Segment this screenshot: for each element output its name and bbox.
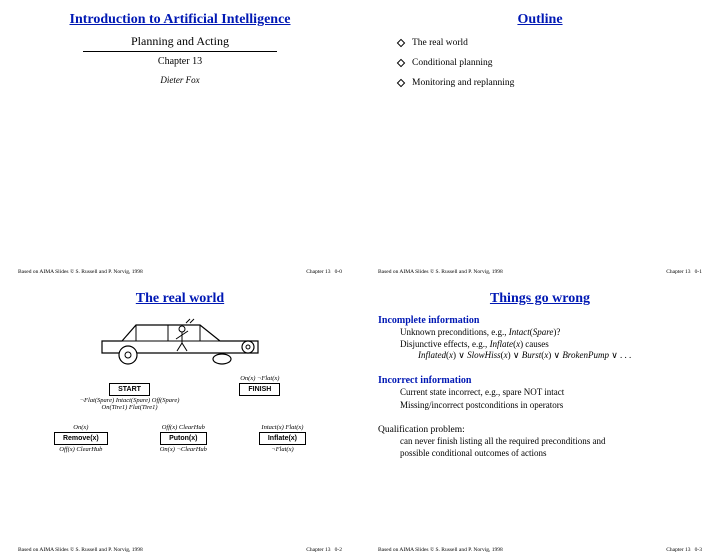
footer-right: 0-2 bbox=[335, 547, 342, 553]
section-line-sub: Inflated(x) ∨ SlowHiss(x) ∨ Burst(x) ∨ B… bbox=[418, 350, 702, 361]
section-line: Missing/incorrect postconditions in oper… bbox=[400, 400, 702, 411]
list-item: Conditional planning bbox=[398, 58, 702, 68]
section-head-qual: Qualification problem: bbox=[378, 425, 702, 435]
page-title: Introduction to Artificial Intelligence bbox=[18, 12, 342, 28]
page-title: Things go wrong bbox=[378, 291, 702, 307]
list-item-label: Monitoring and replanning bbox=[412, 78, 514, 88]
op-box: Puton(x) bbox=[160, 432, 206, 446]
page-title: Outline bbox=[378, 12, 702, 28]
slide-things-go-wrong: Things go wrong Incomplete information U… bbox=[360, 279, 720, 557]
start-block: START ¬Flat(Spare) Intact(Spare) Off(Spa… bbox=[80, 375, 180, 412]
list-item: Monitoring and replanning bbox=[398, 78, 702, 88]
footer-right: 0-1 bbox=[695, 269, 702, 275]
section-line: can never finish listing all the require… bbox=[400, 436, 702, 447]
list-item-label: The real world bbox=[412, 38, 468, 48]
diamond-icon bbox=[397, 59, 405, 67]
section-line: Current state incorrect, e.g., spare NOT… bbox=[400, 387, 702, 398]
finish-above: On(x) ¬Flat(x) bbox=[240, 375, 279, 382]
subtitle: Planning and Acting bbox=[83, 34, 277, 52]
slide-footer: Based on AIMA Slides © S. Russell and P.… bbox=[18, 547, 342, 553]
start-finish-row: START ¬Flat(Spare) Intact(Spare) Off(Spa… bbox=[18, 375, 342, 412]
section-line: Unknown preconditions, e.g., Intact(Spar… bbox=[400, 327, 702, 338]
op-block: On(x) Remove(x) Off(x) ClearHub bbox=[54, 424, 108, 454]
slide-real-world: The real world START ¬Flat(Spare) Intact… bbox=[0, 279, 360, 557]
slide-footer: Based on AIMA Slides © S. Russell and P.… bbox=[18, 269, 342, 275]
footer-mid: Chapter 13 bbox=[666, 547, 690, 553]
section-line: Disjunctive effects, e.g., Inflate(x) ca… bbox=[400, 339, 702, 350]
footer-right: 0-0 bbox=[335, 269, 342, 275]
slide-title-page: Introduction to Artificial Intelligence … bbox=[0, 0, 360, 279]
op-pre: Intact(x) Flat(x) bbox=[261, 424, 303, 431]
footer-left: Based on AIMA Slides © S. Russell and P.… bbox=[18, 269, 143, 275]
page-title: The real world bbox=[18, 291, 342, 307]
car-diagram bbox=[90, 313, 270, 367]
finish-block: On(x) ¬Flat(x) FINISH bbox=[239, 375, 280, 412]
op-box: Inflate(x) bbox=[259, 432, 306, 446]
footer-left: Based on AIMA Slides © S. Russell and P.… bbox=[378, 547, 503, 553]
footer-mid: Chapter 13 bbox=[666, 269, 690, 275]
footer-right: 0-3 bbox=[695, 547, 702, 553]
op-block: Off(x) ClearHub Puton(x) On(x) ¬ClearHub bbox=[160, 424, 207, 454]
diamond-icon bbox=[397, 39, 405, 47]
footer-mid: Chapter 13 bbox=[306, 269, 330, 275]
op-post: On(x) ¬ClearHub bbox=[160, 446, 207, 453]
op-box: Remove(x) bbox=[54, 432, 108, 446]
author-label: Dieter Fox bbox=[18, 75, 342, 85]
footer-mid: Chapter 13 bbox=[306, 547, 330, 553]
op-pre: On(x) bbox=[73, 424, 88, 431]
slide-footer: Based on AIMA Slides © S. Russell and P.… bbox=[378, 269, 702, 275]
op-pre: Off(x) ClearHub bbox=[162, 424, 205, 431]
op-post: ¬Flat(x) bbox=[271, 446, 293, 453]
list-item-label: Conditional planning bbox=[412, 58, 492, 68]
section-head-incomplete: Incomplete information bbox=[378, 315, 702, 326]
section-line: possible conditional outcomes of actions bbox=[400, 448, 702, 459]
start-box: START bbox=[109, 383, 150, 397]
slide-outline: Outline The real world Conditional plann… bbox=[360, 0, 720, 279]
footer-left: Based on AIMA Slides © S. Russell and P.… bbox=[18, 547, 143, 553]
outline-list: The real world Conditional planning Moni… bbox=[378, 38, 702, 88]
operators-row: On(x) Remove(x) Off(x) ClearHub Off(x) C… bbox=[18, 424, 342, 454]
list-item: The real world bbox=[398, 38, 702, 48]
footer-left: Based on AIMA Slides © S. Russell and P.… bbox=[378, 269, 503, 275]
chapter-label: Chapter 13 bbox=[18, 56, 342, 67]
slide-footer: Based on AIMA Slides © S. Russell and P.… bbox=[378, 547, 702, 553]
diamond-icon bbox=[397, 79, 405, 87]
section-head-incorrect: Incorrect information bbox=[378, 375, 702, 386]
finish-box: FINISH bbox=[239, 383, 280, 397]
op-post: Off(x) ClearHub bbox=[59, 446, 102, 453]
op-block: Intact(x) Flat(x) Inflate(x) ¬Flat(x) bbox=[259, 424, 306, 454]
start-below: ¬Flat(Spare) Intact(Spare) Off(Spare) On… bbox=[80, 397, 180, 411]
